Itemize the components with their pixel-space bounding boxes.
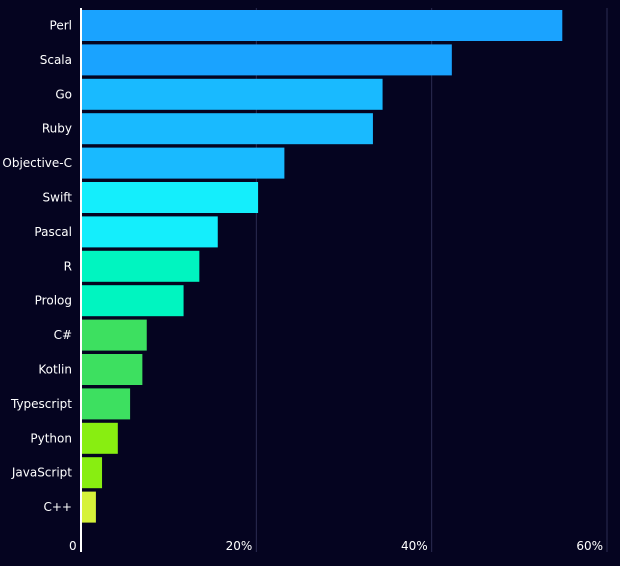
category-label: Python (30, 431, 72, 445)
bar (81, 250, 200, 282)
bar (81, 182, 259, 213)
x-tick-label: 60% (576, 539, 603, 553)
category-label: Swift (43, 191, 73, 205)
category-label: Scala (40, 53, 72, 67)
bar (81, 78, 383, 110)
category-label: C++ (44, 500, 73, 514)
bar (81, 422, 118, 454)
category-label: Ruby (42, 122, 72, 136)
x-tick-label: 20% (226, 539, 253, 553)
bar (81, 319, 147, 351)
category-label: Prolog (35, 294, 72, 308)
x-tick-label: 0 (69, 539, 77, 553)
bar (81, 388, 131, 420)
category-label: Objective-C (2, 156, 72, 170)
bar (81, 491, 96, 523)
bar (81, 354, 143, 385)
bar (81, 216, 218, 248)
category-label: JavaScript (11, 466, 72, 480)
bar (81, 113, 373, 145)
x-tick-label: 40% (401, 539, 428, 553)
bar (81, 147, 285, 179)
category-label: Go (55, 87, 72, 101)
bar (81, 285, 184, 317)
category-label: Perl (50, 19, 72, 33)
category-label: R (64, 259, 72, 273)
category-label: C# (54, 328, 72, 342)
bar (81, 10, 563, 41)
bar (81, 44, 452, 76)
bar (81, 457, 103, 489)
category-label: Typescript (10, 397, 72, 411)
category-label: Kotlin (38, 363, 72, 377)
category-label: Pascal (34, 225, 72, 239)
